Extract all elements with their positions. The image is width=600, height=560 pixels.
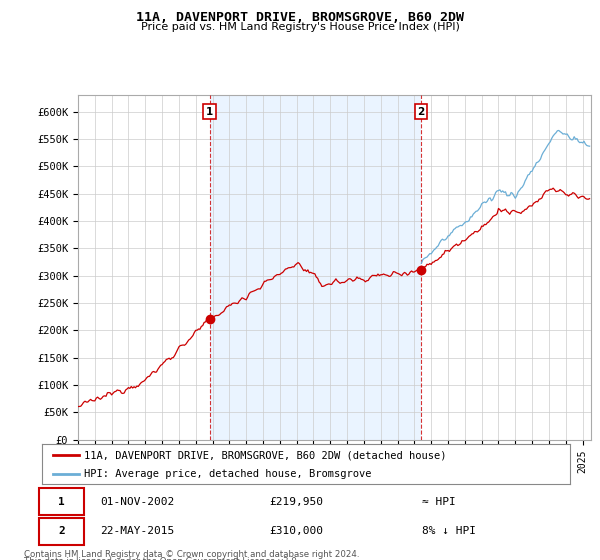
Text: Contains HM Land Registry data © Crown copyright and database right 2024.: Contains HM Land Registry data © Crown c…	[24, 550, 359, 559]
Text: This data is licensed under the Open Government Licence v3.0.: This data is licensed under the Open Gov…	[24, 557, 299, 560]
Text: 2: 2	[417, 106, 424, 116]
Text: HPI: Average price, detached house, Bromsgrove: HPI: Average price, detached house, Brom…	[84, 469, 372, 479]
Text: 11A, DAVENPORT DRIVE, BROMSGROVE, B60 2DW: 11A, DAVENPORT DRIVE, BROMSGROVE, B60 2D…	[136, 11, 464, 24]
Text: 11A, DAVENPORT DRIVE, BROMSGROVE, B60 2DW (detached house): 11A, DAVENPORT DRIVE, BROMSGROVE, B60 2D…	[84, 450, 447, 460]
Text: 1: 1	[206, 106, 214, 116]
Text: 01-NOV-2002: 01-NOV-2002	[100, 497, 175, 507]
Text: ≈ HPI: ≈ HPI	[422, 497, 456, 507]
Bar	[209, 95, 421, 440]
FancyBboxPatch shape	[40, 488, 84, 515]
Text: 1: 1	[58, 497, 65, 507]
Text: 2: 2	[58, 526, 65, 536]
FancyBboxPatch shape	[40, 518, 84, 545]
Text: 22-MAY-2015: 22-MAY-2015	[100, 526, 175, 536]
Text: 8% ↓ HPI: 8% ↓ HPI	[422, 526, 476, 536]
Text: Price paid vs. HM Land Registry's House Price Index (HPI): Price paid vs. HM Land Registry's House …	[140, 22, 460, 32]
Text: £310,000: £310,000	[269, 526, 323, 536]
Text: £219,950: £219,950	[269, 497, 323, 507]
